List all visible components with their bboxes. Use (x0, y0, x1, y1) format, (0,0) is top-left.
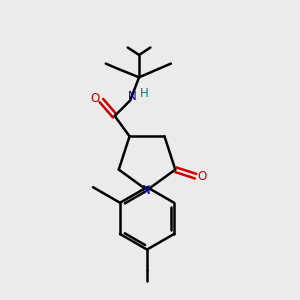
Text: N: N (142, 184, 151, 197)
Text: O: O (90, 92, 99, 106)
Text: H: H (140, 86, 148, 100)
Text: O: O (198, 170, 207, 183)
Text: N: N (128, 90, 136, 104)
